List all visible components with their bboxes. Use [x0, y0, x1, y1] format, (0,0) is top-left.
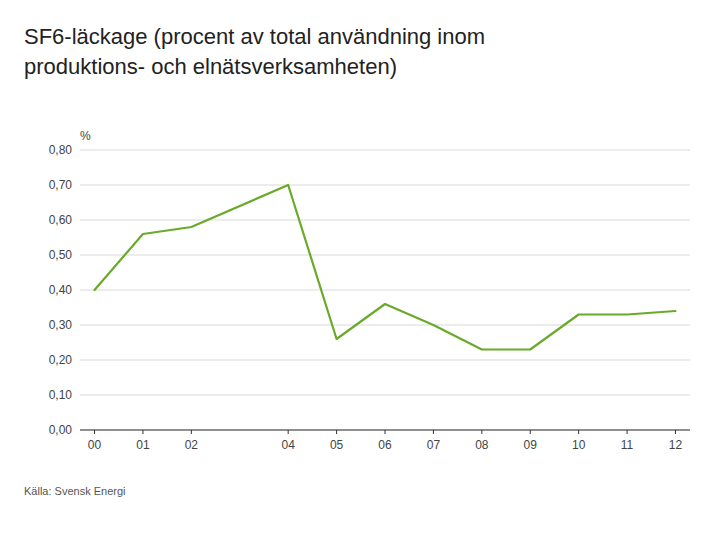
- x-tick-label: 05: [330, 438, 344, 452]
- x-tick-label: 12: [669, 438, 683, 452]
- x-tick-label: 10: [572, 438, 586, 452]
- grid-line: [80, 325, 690, 326]
- y-tick-label: 0,30: [49, 318, 73, 332]
- x-tick: [142, 430, 143, 434]
- grid-line: [80, 185, 690, 186]
- grid-line: [80, 255, 690, 256]
- plot-area: [95, 185, 676, 350]
- x-tick: [481, 430, 482, 434]
- x-tick: [288, 430, 289, 434]
- y-tick-label: 0,40: [49, 283, 73, 297]
- x-tick-label: 04: [281, 438, 295, 452]
- grid-line: [80, 150, 690, 151]
- grid-line: [80, 395, 690, 396]
- y-tick-label: 0,50: [49, 248, 73, 262]
- title: SF6-läckage (procent av total användning…: [24, 24, 485, 49]
- y-tick-label: 0,60: [49, 213, 73, 227]
- x-tick: [627, 430, 628, 434]
- x-tick: [191, 430, 192, 434]
- chart-svg: SF6-läckage (procent av total användning…: [0, 0, 720, 540]
- y-tick-label: 0,20: [49, 353, 73, 367]
- x-tick: [385, 430, 386, 434]
- x-tick: [433, 430, 434, 434]
- x-tick: [675, 430, 676, 434]
- x-tick-label: 00: [88, 438, 102, 452]
- data-line: [95, 185, 676, 350]
- grid-line: [80, 220, 690, 221]
- x-tick: [578, 430, 579, 434]
- grid-line: [80, 290, 690, 291]
- y-tick-label: 0,00: [49, 423, 73, 437]
- x-tick: [94, 430, 95, 434]
- grid: [80, 150, 690, 430]
- y-tick-label: 0,10: [49, 388, 73, 402]
- x-tick-label: 08: [475, 438, 489, 452]
- subtitle: produktions- och elnätsverksamheten): [24, 54, 397, 79]
- source: Källa: Svensk Energi: [24, 485, 126, 497]
- y-axis-label: %: [80, 129, 91, 143]
- x-tick: [336, 430, 337, 434]
- x-tick-label: 09: [524, 438, 538, 452]
- x-tick-label: 06: [378, 438, 392, 452]
- chart-container: SF6-läckage (procent av total användning…: [0, 0, 720, 540]
- x-tick: [530, 430, 531, 434]
- y-tick-label: 0,70: [49, 178, 73, 192]
- grid-line: [80, 360, 690, 361]
- x-tick-label: 07: [427, 438, 441, 452]
- x-tick-label: 01: [136, 438, 150, 452]
- x-tick-label: 02: [185, 438, 199, 452]
- y-tick-label: 0,80: [49, 143, 73, 157]
- x-tick-label: 11: [621, 438, 634, 452]
